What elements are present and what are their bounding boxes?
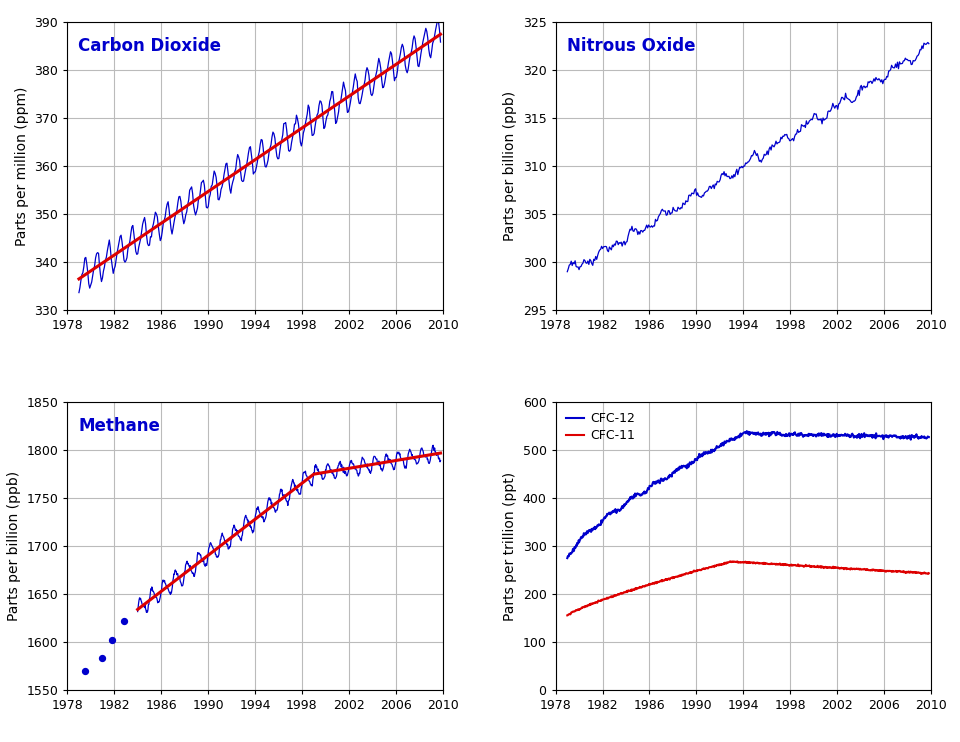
- Y-axis label: Parts per billion (ppb): Parts per billion (ppb): [503, 91, 517, 241]
- Y-axis label: Parts per trillion (ppt): Parts per trillion (ppt): [503, 472, 517, 621]
- Text: Methane: Methane: [79, 416, 160, 435]
- Text: Carbon Dioxide: Carbon Dioxide: [79, 36, 222, 55]
- Y-axis label: Parts per million (ppm): Parts per million (ppm): [14, 87, 29, 246]
- Y-axis label: Parts per billion (ppb): Parts per billion (ppb): [7, 471, 21, 621]
- Point: [95, 652, 110, 664]
- Point: [116, 615, 132, 627]
- Text: Nitrous Oxide: Nitrous Oxide: [566, 36, 695, 55]
- Legend: CFC-12, CFC-11: CFC-12, CFC-11: [562, 408, 639, 446]
- Point: [77, 665, 92, 677]
- Point: [104, 634, 119, 646]
